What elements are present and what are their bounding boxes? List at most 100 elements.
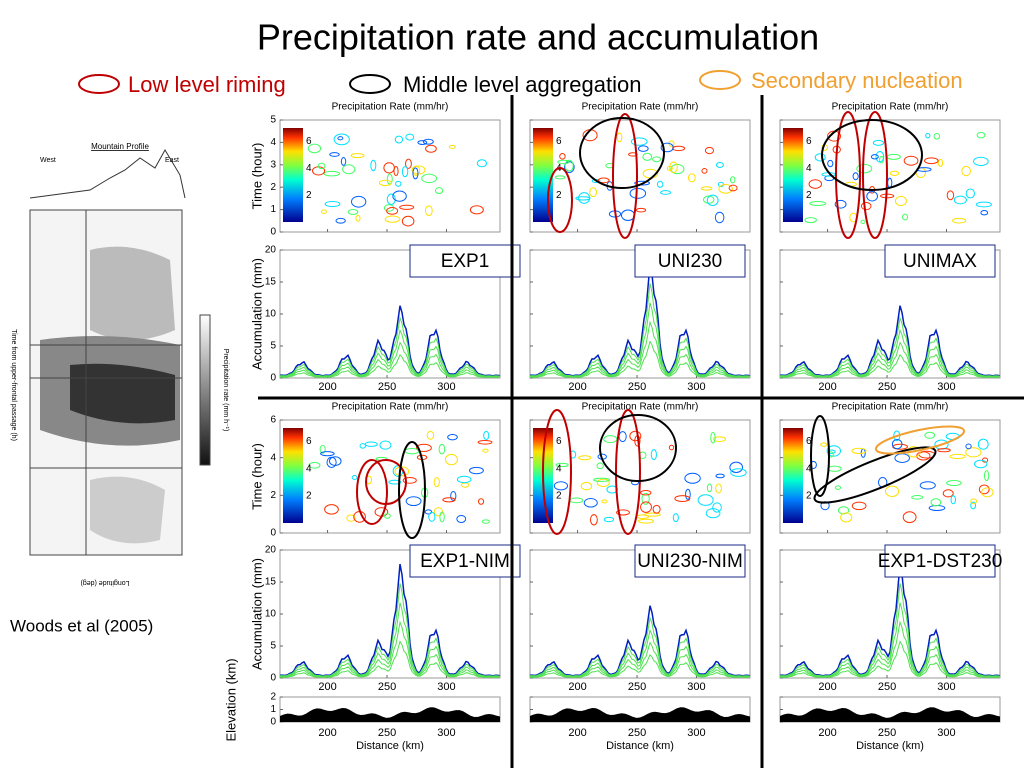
contour [840,512,853,523]
contour [553,481,569,491]
contour [324,504,339,515]
contour [705,508,721,519]
contour [860,219,866,224]
accumulation-curve [779,640,1001,678]
contour [601,499,608,504]
contour [970,498,978,505]
contour [820,501,830,511]
riming-oval [612,113,638,239]
contour [308,461,321,469]
contour [729,176,736,184]
accumulation-curve [779,354,1001,378]
y-tick-label: 5 [270,115,276,126]
contour [379,440,392,450]
y-tick-label: 15 [265,577,277,588]
contour [355,214,361,222]
contour [804,217,817,224]
aggregation-oval [821,119,923,191]
y-tick-label: 1 [270,704,276,715]
x-axis-label: Distance (km) [606,740,674,752]
contour [875,151,885,163]
contour [977,438,989,450]
contour [559,153,566,160]
contour [477,440,493,445]
contour [383,162,395,174]
contour [851,501,867,511]
experiment-box [634,244,746,278]
contour [564,159,574,172]
annotations [356,111,966,539]
contour [652,156,662,163]
colorbar-label: 4 [306,463,312,474]
aggregation-oval [579,117,665,189]
contour [324,200,341,208]
contour [687,173,696,183]
contour [706,483,713,493]
contour [866,190,879,202]
colorbar-label: 6 [556,436,562,447]
colorbar-label: 4 [556,463,562,474]
contour [417,140,428,145]
slide-title: Precipitation rate and accumulation [257,17,819,58]
inset-contour [90,476,165,544]
contour [872,139,885,146]
contour [346,514,356,522]
legend-label: Secondary nucleation [751,68,963,93]
accumulation-curve [529,263,751,377]
contour [320,209,327,214]
contour [965,447,982,458]
contour [350,153,365,159]
x-tick-label: 250 [878,727,896,739]
contour [973,156,989,167]
y-tick-label: 5 [270,341,276,352]
contour [422,138,434,145]
panel-title: Precipitation Rate (mm/hr) [582,102,699,113]
contour [894,195,907,207]
panel-title: Precipitation Rate (mm/hr) [582,402,699,413]
contour [476,159,488,168]
contour [477,498,485,505]
x-tick-label: 250 [878,381,896,393]
experiment-box [409,544,521,578]
x-tick-label: 300 [437,727,455,739]
contour [603,516,615,523]
contour [386,173,393,185]
legend-label: Middle level aggregation [403,72,642,97]
contour [715,161,724,168]
contour [388,479,402,485]
contour [405,133,415,141]
contour [447,433,458,441]
contour [591,178,601,183]
colorbar-label: 2 [306,490,312,501]
experiment-label: UNI230-NIM [637,551,743,572]
y-tick-label: 0 [270,528,276,539]
x-tick-label: 200 [818,727,836,739]
contour [378,179,392,187]
contour [809,201,827,206]
contour [925,132,931,139]
contour [456,514,467,523]
contour [668,444,675,451]
x-tick-label: 200 [568,727,586,739]
contour [392,190,407,202]
panel-title: Precipitation Rate (mm/hr) [832,402,949,413]
contour [827,451,834,458]
colorbar [783,128,803,222]
contour [347,208,359,215]
contour [469,466,484,475]
contour [950,495,956,505]
x-tick-label: 200 [318,381,336,393]
contour [328,456,342,466]
x-tick-label: 300 [937,727,955,739]
terrain [780,707,1000,722]
experiment-label: EXP1-DST230 [878,551,1003,572]
contour [428,511,436,522]
contour [351,195,367,208]
x-tick-label: 200 [318,681,336,693]
contour [976,131,986,139]
y-tick-label: 10 [265,609,277,620]
contour [641,492,650,505]
inset-figure: Mountain Profile West East Time from upp… [8,130,229,590]
y-tick-label: 0 [270,673,276,684]
